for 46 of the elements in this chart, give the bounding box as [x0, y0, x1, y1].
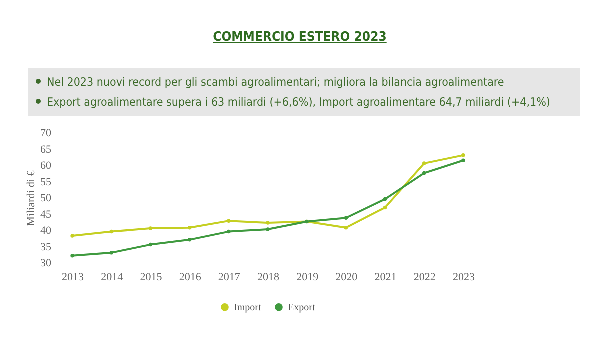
x-tick-label: 2020: [336, 272, 358, 284]
point: [462, 154, 466, 158]
point: [227, 230, 231, 234]
y-tick-label: 35: [40, 241, 52, 254]
chart-title: COMMERCIO ESTERO 2023: [212, 30, 388, 45]
y-tick-label: 70: [40, 128, 52, 140]
x-tick-label: 2014: [101, 272, 124, 284]
point: [227, 219, 231, 223]
point: [422, 171, 426, 176]
point: [462, 158, 466, 162]
x-tick-label: 2018: [258, 272, 280, 284]
y-tick-label: 55: [40, 176, 52, 188]
x-tick-label: 2023: [452, 272, 476, 284]
legend-label: Export: [288, 302, 316, 314]
x-tick-label: 2015: [140, 272, 163, 284]
x-tick-label: 2016: [179, 272, 202, 284]
point: [344, 226, 348, 230]
point: [110, 251, 114, 255]
text: Export agroalimentare supera i 63 miliardi (+6,6%), Import agroalimentare 64,7 miliardi (+4,1%): [47, 95, 550, 109]
point: [188, 226, 192, 230]
y-tick-label: 65: [40, 144, 52, 156]
point: [383, 197, 388, 202]
point: [422, 162, 426, 166]
point: [344, 216, 348, 220]
y-tick-label: 45: [40, 208, 52, 221]
x-tick-label: 2019: [296, 272, 320, 284]
point: [148, 242, 153, 247]
x-tick-label: 2017: [218, 272, 241, 284]
x-tick-label: 2013: [62, 272, 85, 284]
y-axis-title: Miliardi di €: [26, 170, 38, 226]
y-tick-label: 50: [40, 192, 52, 204]
y-tick-label: 30: [40, 258, 52, 270]
point: [70, 254, 74, 258]
point: [188, 238, 192, 242]
point: [70, 234, 74, 238]
point: [266, 221, 270, 225]
x-tick-label: 2022: [414, 272, 436, 284]
legend-label: Import: [234, 302, 262, 314]
point: [266, 228, 270, 232]
y-tick-label: 60: [40, 160, 52, 172]
x-tick-label: 2021: [374, 272, 397, 284]
y-tick-label: 40: [40, 225, 52, 237]
point: [148, 226, 153, 230]
text: Nel 2023 nuovi record per gli scambi agroalimentari; migliora la bilancia agroalimentare: [47, 75, 504, 89]
point: [383, 206, 388, 210]
point: [110, 230, 114, 234]
